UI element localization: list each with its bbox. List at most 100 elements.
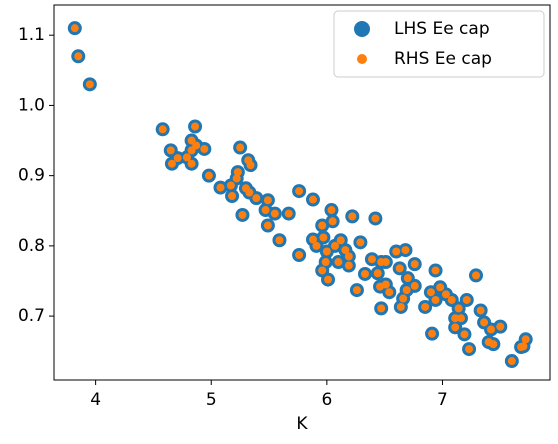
scatter-point <box>246 161 255 170</box>
scatter-point <box>377 304 386 313</box>
scatter-point <box>451 314 460 323</box>
scatter-point <box>456 314 465 323</box>
scatter-point <box>460 330 469 339</box>
scatter-point <box>321 258 330 267</box>
scatter-point <box>312 241 321 250</box>
scatter-point <box>295 251 304 259</box>
scatter-point <box>295 187 304 196</box>
scatter-point <box>356 238 365 247</box>
y-tick-label: 0.7 <box>18 306 45 326</box>
scatter-point <box>341 246 350 255</box>
scatter-point <box>216 183 225 192</box>
scatter-point <box>252 194 261 203</box>
scatter-point <box>454 304 463 313</box>
scatter-point <box>462 295 471 304</box>
scatter-point <box>263 221 272 230</box>
x-axis-label: K <box>296 414 308 434</box>
scatter-point <box>480 318 489 327</box>
scatter-point <box>284 209 293 218</box>
scatter-point <box>330 241 339 250</box>
scatter-point <box>410 281 419 290</box>
scatter-point <box>187 159 196 168</box>
scatter-point <box>421 302 430 311</box>
legend-label: LHS Ee cap <box>394 19 490 39</box>
scatter-point <box>263 196 272 205</box>
scatter-point <box>410 260 419 269</box>
scatter-point <box>238 210 247 219</box>
scatter-point <box>447 295 456 304</box>
scatter-point <box>182 153 191 162</box>
scatter-point <box>308 235 317 244</box>
scatter-point <box>402 286 411 295</box>
scatter-point <box>451 323 460 332</box>
scatter-point <box>336 236 345 245</box>
y-tick-label: 1.1 <box>18 25 45 45</box>
scatter-point <box>173 154 182 163</box>
scatter-point <box>367 255 376 264</box>
scatter-point <box>228 192 237 201</box>
scatter-point <box>521 335 530 344</box>
scatter-point <box>344 252 353 261</box>
scatter-point <box>484 338 493 347</box>
legend-box <box>333 10 545 78</box>
scatter-point <box>361 269 370 278</box>
scatter-point <box>191 122 200 131</box>
scatter-point <box>519 342 528 351</box>
scatter-point <box>158 125 167 134</box>
scatter-point <box>352 286 361 295</box>
scatter-point <box>85 80 94 89</box>
scatter-point <box>270 209 279 218</box>
scatter-point <box>441 290 450 299</box>
scatter-point <box>319 233 328 242</box>
scatter-point <box>496 322 505 331</box>
scatter-point <box>322 247 331 256</box>
scatter-point <box>385 288 394 297</box>
scatter-point <box>348 212 357 221</box>
scatter-point <box>233 168 242 177</box>
scatter-point <box>476 306 485 315</box>
x-tick-label: 5 <box>206 390 217 410</box>
legend-marker <box>357 54 367 64</box>
scatter-point <box>226 181 235 190</box>
scatter-point <box>426 288 435 297</box>
y-tick-label: 1.0 <box>18 95 45 115</box>
scatter-point <box>324 275 333 284</box>
scatter-point <box>327 206 336 215</box>
scatter-point <box>431 295 440 304</box>
scatter-point <box>74 52 83 61</box>
scatter-point <box>167 159 176 168</box>
scatter-point <box>381 258 390 267</box>
scatter-point <box>200 144 209 153</box>
scatter-point <box>472 271 481 280</box>
scatter-point <box>465 345 474 354</box>
scatter-point <box>70 24 79 33</box>
x-tick-label: 4 <box>90 390 101 410</box>
y-tick-label: 0.9 <box>18 166 45 186</box>
x-tick-label: 6 <box>321 390 332 410</box>
scatter-point <box>187 146 196 155</box>
scatter-point <box>395 264 404 273</box>
scatter-point <box>261 206 270 215</box>
scatter-point <box>392 247 401 256</box>
scatter-point <box>318 266 327 275</box>
scatter-point <box>381 280 390 289</box>
y-tick-label: 0.8 <box>18 236 45 256</box>
scatter-point <box>396 302 405 311</box>
scatter-point <box>431 266 440 275</box>
scatter-point <box>373 269 382 278</box>
scatter-point <box>344 261 353 270</box>
scatter-point <box>403 274 412 283</box>
scatter-point <box>436 283 445 292</box>
scatter-point <box>204 171 213 180</box>
scatter-point <box>507 357 516 366</box>
scatter-point <box>166 146 175 155</box>
scatter-point <box>236 143 245 152</box>
scatter-point <box>318 221 327 230</box>
scatter-point <box>371 214 380 223</box>
legend-marker <box>354 21 370 37</box>
scatter-point <box>245 188 254 197</box>
plot-frame <box>53 4 551 381</box>
legend-label: RHS Ee cap <box>394 49 492 69</box>
x-tick-label: 7 <box>437 390 448 410</box>
